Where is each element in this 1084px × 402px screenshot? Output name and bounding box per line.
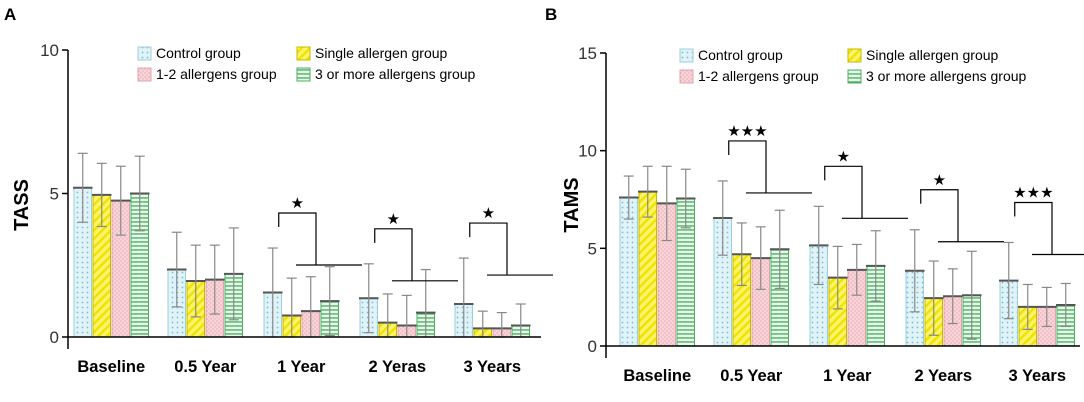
significance-bracket bbox=[1014, 201, 1084, 256]
bar bbox=[619, 197, 638, 347]
y-tick-label: 5 bbox=[588, 239, 597, 258]
x-category-label: 1 Year bbox=[277, 358, 326, 376]
x-category-label: 1 Year bbox=[823, 367, 872, 385]
y-tick-label: 5 bbox=[50, 185, 59, 204]
significance-star: ★★★ bbox=[727, 122, 767, 140]
y-tick-label: 0 bbox=[50, 328, 59, 347]
legend-swatch bbox=[847, 48, 862, 63]
x-category-label: 2 Yeras bbox=[368, 358, 426, 376]
significance-star: ★ bbox=[291, 194, 304, 212]
legend-label: Single allergen group bbox=[315, 45, 448, 61]
significance-star: ★ bbox=[387, 210, 400, 228]
legend-swatch bbox=[847, 69, 862, 84]
x-category-label: 0.5 Year bbox=[174, 358, 237, 376]
legend-swatch bbox=[296, 67, 311, 82]
significance-bracket bbox=[920, 189, 1004, 243]
legend-swatch bbox=[679, 69, 694, 84]
y-tick-label: 10 bbox=[40, 41, 59, 60]
significance-star: ★ bbox=[482, 204, 495, 222]
legend-swatch bbox=[137, 67, 152, 82]
legend-label: Control group bbox=[698, 47, 783, 63]
legend-swatch bbox=[137, 46, 152, 61]
panel-b-chart: 0 5 10 15 Baseline 0.5 Year 1 Year 2 Years 3 Yea… bbox=[578, 44, 1084, 385]
legend-swatch bbox=[296, 46, 311, 61]
significance-star: ★★★ bbox=[1013, 183, 1053, 201]
significance-bracket bbox=[278, 212, 362, 266]
x-category-label: Baseline bbox=[623, 367, 691, 385]
panel-a-letter: A bbox=[4, 5, 16, 24]
panel-a-ylabel: TASS bbox=[11, 179, 33, 231]
x-category-label: Baseline bbox=[77, 358, 145, 376]
legend-label: 3 or more allergens group bbox=[866, 68, 1027, 84]
significance-bracket bbox=[469, 222, 553, 276]
y-tick-label: 10 bbox=[578, 142, 597, 161]
panel-b-ylabel: TAMS bbox=[561, 177, 583, 232]
significance-star: ★ bbox=[837, 147, 850, 165]
y-tick-label: 15 bbox=[578, 44, 597, 63]
legend-label: 3 or more allergens group bbox=[315, 66, 476, 82]
legend-swatch bbox=[679, 48, 694, 63]
legend-label: 1-2 allergens group bbox=[156, 66, 277, 82]
panel-a-chart: 0 5 10 Baseline 0.5 Year 1 Year 2 Yeras 3 Years… bbox=[40, 41, 553, 376]
significance-bracket bbox=[824, 165, 908, 219]
x-category-label: 3 Years bbox=[463, 358, 521, 376]
significance-bracket bbox=[374, 228, 458, 282]
panel-b-letter: B bbox=[545, 5, 557, 24]
legend-label: 1-2 allergens group bbox=[698, 68, 819, 84]
legend-label: Single allergen group bbox=[866, 47, 999, 63]
legend-label: Control group bbox=[156, 45, 241, 61]
x-category-label: 3 Years bbox=[1008, 367, 1066, 385]
x-category-label: 0.5 Year bbox=[720, 367, 783, 385]
x-category-label: 2 Years bbox=[914, 367, 972, 385]
significance-star: ★ bbox=[933, 171, 946, 189]
significance-bracket bbox=[728, 140, 812, 194]
y-tick-label: 0 bbox=[588, 337, 597, 356]
